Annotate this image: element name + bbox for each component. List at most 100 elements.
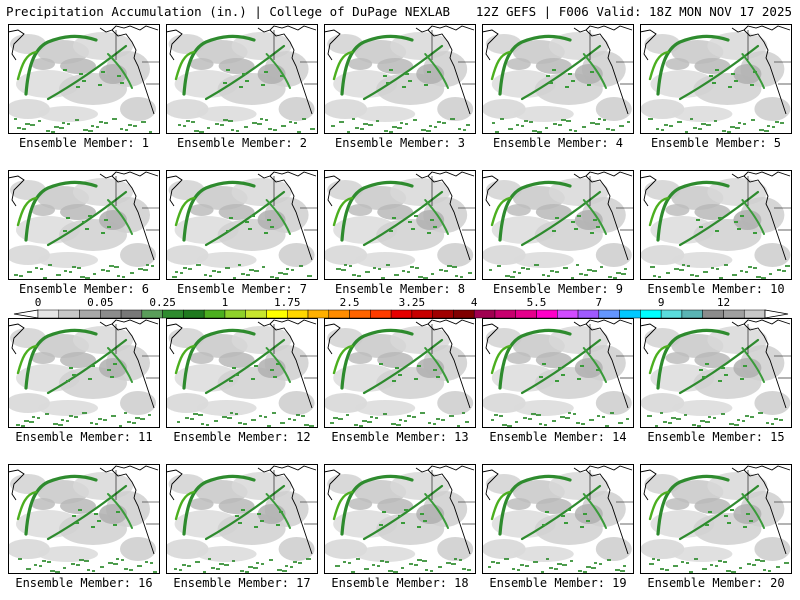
colorbar-swatch (557, 309, 579, 319)
colorbar-swatch (100, 309, 122, 319)
green-rain-bands (490, 34, 607, 101)
colorbar-swatch (79, 309, 101, 319)
ensemble-member-label: Ensemble Member: 5 (650, 136, 782, 150)
green-rain-bands (16, 34, 133, 101)
colorbar-tick-label: 9 (657, 296, 665, 309)
coastlines (8, 465, 160, 555)
green-speckles (336, 215, 472, 279)
coastlines (324, 171, 476, 261)
ensemble-member-label: Ensemble Member: 10 (647, 282, 785, 296)
ensemble-member-label: Ensemble Member: 6 (18, 282, 150, 296)
gray-precip-fields (324, 326, 474, 416)
coastlines (8, 319, 160, 409)
colorbar-swatch (162, 309, 184, 319)
coastlines (640, 171, 792, 261)
colorbar-swatch (203, 309, 226, 319)
coastlines (324, 25, 476, 115)
ensemble-panel: Ensemble Member: 2 (166, 24, 318, 150)
green-rain-bands (174, 474, 291, 541)
ensemble-panel: Ensemble Member: 14 (482, 318, 634, 444)
green-rain-bands (648, 328, 765, 395)
gray-precip-fields (482, 178, 632, 268)
green-rain-bands (174, 180, 291, 247)
colorbar-swatch (141, 309, 163, 319)
ensemble-member-label: Ensemble Member: 11 (15, 430, 153, 444)
ensemble-panel: Ensemble Member: 13 (324, 318, 476, 444)
precip-colorbar (13, 309, 789, 319)
colorbar-swatch (245, 309, 267, 319)
ensemble-panel: Ensemble Member: 20 (640, 464, 792, 590)
precip-map (166, 170, 318, 280)
precip-map (166, 24, 318, 134)
green-speckles (330, 363, 469, 427)
ensemble-member-label: Ensemble Member: 2 (176, 136, 308, 150)
colorbar-tick-label: 0 (34, 296, 42, 309)
green-rain-bands (490, 180, 607, 247)
colorbar-tick-label: 12 (716, 296, 731, 309)
ensemble-panel: Ensemble Member: 3 (324, 24, 476, 150)
ensemble-panel: Ensemble Member: 10 (640, 170, 792, 296)
colorbar-swatch (328, 309, 350, 319)
green-speckles (18, 509, 157, 573)
gray-precip-fields (482, 472, 632, 562)
green-rain-bands (16, 474, 133, 541)
ensemble-member-label: Ensemble Member: 20 (647, 576, 785, 590)
precip-map (324, 318, 476, 428)
green-speckles (647, 363, 783, 427)
colorbar-swatch (660, 309, 683, 319)
coastlines (640, 465, 792, 555)
coastlines (166, 171, 318, 261)
colorbar-swatch (640, 309, 662, 319)
precip-map (324, 464, 476, 574)
colorbar-tick-label: 0.05 (87, 296, 114, 309)
green-rain-bands (16, 328, 133, 395)
green-rain-bands (648, 474, 765, 541)
ensemble-member-label: Ensemble Member: 9 (492, 282, 624, 296)
ensemble-panel: Ensemble Member: 17 (166, 464, 318, 590)
run-valid-time: 12Z GEFS | F006 Valid: 18Z MON NOV 17 20… (475, 4, 792, 19)
colorbar-swatch (432, 309, 454, 319)
ensemble-member-label: Ensemble Member: 4 (492, 136, 624, 150)
ensemble-member-label: Ensemble Member: 14 (489, 430, 627, 444)
colorbar-swatch (681, 309, 703, 319)
gray-precip-fields (640, 178, 791, 268)
green-speckles (16, 363, 151, 427)
green-speckles (172, 215, 312, 279)
gray-precip-fields (8, 326, 156, 416)
green-speckles (489, 215, 627, 279)
ensemble-panel: Ensemble Member: 1 (8, 24, 160, 150)
colorbar-swatch (390, 309, 413, 319)
colorbar-swatch (370, 309, 392, 319)
coastlines (166, 25, 318, 115)
colorbar-tick-label: 1 (221, 296, 229, 309)
colorbar-swatch (743, 309, 766, 319)
green-rain-bands (332, 328, 449, 395)
green-speckles (649, 509, 789, 573)
colorbar-swatch (120, 309, 143, 319)
ensemble-panel: Ensemble Member: 8 (324, 170, 476, 296)
colorbar-swatch (598, 309, 620, 319)
ensemble-member-label: Ensemble Member: 15 (647, 430, 785, 444)
ensemble-panel: Ensemble Member: 15 (640, 318, 792, 444)
colorbar-swatch (183, 309, 205, 319)
precip-map (640, 318, 792, 428)
ensemble-member-label: Ensemble Member: 18 (331, 576, 469, 590)
colorbar-tick-label: 5.5 (526, 296, 547, 309)
green-rain-bands (332, 474, 449, 541)
ensemble-panel: Ensemble Member: 18 (324, 464, 476, 590)
colorbar-tick-label: 0.25 (149, 296, 176, 309)
green-rain-bands (16, 180, 133, 247)
green-speckles (14, 69, 152, 133)
precip-map (8, 464, 160, 574)
colorbar-swatch (494, 309, 516, 319)
ensemble-panel: Ensemble Member: 19 (482, 464, 634, 590)
colorbar-swatch (515, 309, 537, 319)
colorbar-tick-label: 7 (595, 296, 603, 309)
colorbar-swatch (266, 309, 288, 319)
ensemble-member-label: Ensemble Member: 16 (15, 576, 153, 590)
ensemble-panel: Ensemble Member: 7 (166, 170, 318, 296)
colorbar-swatch (723, 309, 745, 319)
colorbar-swatch (453, 309, 475, 319)
colorbar-swatch (536, 309, 558, 319)
green-speckles (14, 215, 154, 279)
